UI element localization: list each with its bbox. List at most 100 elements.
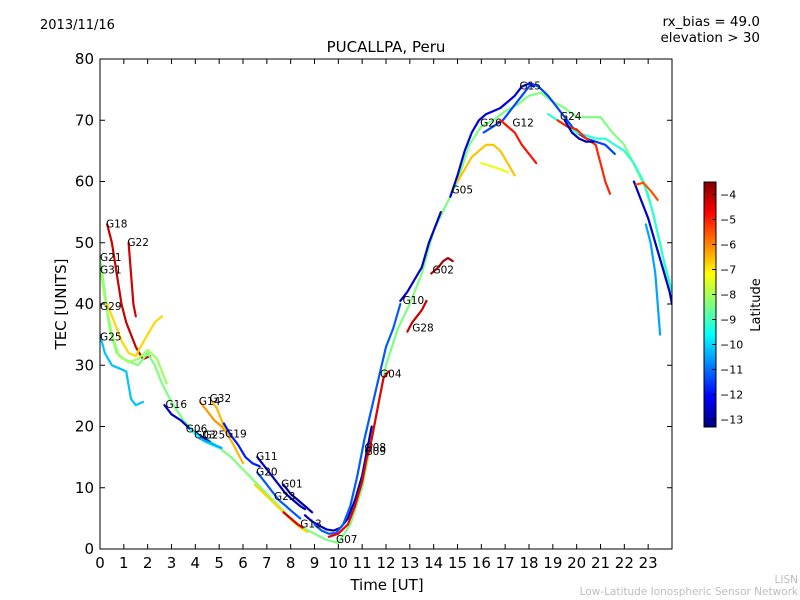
satellite-label: G18: [106, 218, 128, 230]
x-tick-label: 19: [543, 554, 562, 572]
x-tick-label: 13: [400, 554, 419, 572]
satellite-label: G05: [452, 185, 474, 197]
series-G30: [563, 119, 595, 143]
y-tick-label: 40: [75, 295, 94, 313]
y-tick-label: 80: [75, 50, 94, 68]
colorbar-tick-label: −9: [720, 314, 736, 327]
satellite-label: G26: [480, 117, 502, 129]
satellite-label: G08: [365, 442, 387, 454]
series-G32: [210, 400, 245, 465]
colorbar-tick-label: −5: [720, 214, 736, 227]
series-G20: [256, 471, 302, 520]
x-tick-label: 16: [472, 554, 491, 572]
x-tick-label: 17: [496, 554, 515, 572]
x-tick-label: 18: [519, 554, 538, 572]
satellite-label: G19: [225, 428, 247, 440]
satellite-label: G29: [100, 301, 122, 313]
x-tick-label: 10: [329, 554, 348, 572]
date-label: 2013/11/16: [40, 18, 115, 33]
y-tick-label: 20: [75, 418, 94, 436]
x-tick-label: 23: [639, 554, 658, 572]
series-G31: [100, 266, 168, 385]
series-G27: [556, 119, 612, 195]
series-G33: [632, 180, 672, 306]
satellite-label: G11: [256, 451, 278, 463]
y-tick-label: 30: [75, 356, 94, 374]
x-tick-label: 20: [567, 554, 586, 572]
plot-frame: [99, 58, 673, 550]
series-G19: [222, 422, 261, 468]
x-tick-label: 12: [376, 554, 395, 572]
satellite-label: G25: [100, 332, 122, 344]
satellite-label: G09: [365, 446, 387, 458]
series-G08: [313, 302, 402, 535]
colorbar-tick-label: −4: [720, 189, 736, 202]
series-G34: [635, 181, 659, 201]
series-G28: [406, 299, 428, 333]
series-G09: [327, 443, 373, 538]
y-tick-label: 50: [75, 234, 94, 252]
x-tick-label: 6: [238, 554, 248, 572]
series-G35: [644, 223, 662, 336]
series-G18: [106, 223, 152, 361]
x-tick-label: 14: [424, 554, 443, 572]
x-tick-label: 4: [191, 554, 201, 572]
x-tick-label: 3: [167, 554, 177, 572]
series-G04: [368, 370, 390, 453]
series-G17: [499, 119, 538, 165]
x-tick-label: 1: [119, 554, 129, 572]
series-G26: [456, 143, 516, 183]
x-tick-label: 2: [143, 554, 153, 572]
satellite-label: G28: [412, 323, 434, 335]
series-G25: [100, 333, 144, 407]
axes-layer: 0 1 2 3 4 5 6 7 8 9 10 11 12 13 14 15 16 17 18 19 20 21 22 2301…: [75, 50, 672, 572]
chart-title: PUCALLPA, Peru: [326, 38, 446, 56]
series-G10: [399, 211, 442, 302]
x-axis-label: Time [UT]: [349, 576, 423, 594]
series-G03: [199, 437, 223, 449]
satellite-label: G04: [380, 368, 402, 380]
satellite-label: G15: [519, 81, 541, 93]
plot-metadata: rx_bias = 49.0 elevation > 30: [660, 14, 760, 46]
rx-bias-label: rx_bias = 49.0: [662, 14, 760, 30]
colorbar-tick-label: −8: [720, 289, 736, 302]
x-tick-label: 21: [591, 554, 610, 572]
elevation-label: elevation > 30: [660, 30, 760, 46]
satellite-label: G06: [186, 424, 208, 436]
satellite-label: G21: [100, 252, 122, 264]
series-G21: [100, 91, 672, 544]
satellite-label: G24: [560, 111, 582, 123]
colorbar-body: [703, 181, 717, 428]
x-tick-label: 0: [95, 554, 105, 572]
series-G13: [282, 511, 304, 529]
satellite-label: G20: [256, 466, 278, 478]
x-tick-label: 11: [353, 554, 372, 572]
satellite-label: G07: [336, 534, 358, 546]
series-G01: [282, 483, 314, 514]
satellite-label: G22: [127, 237, 148, 249]
x-tick-label: 22: [615, 554, 634, 572]
series-G22: [127, 241, 137, 318]
y-tick-label: 10: [75, 479, 94, 497]
satellite-label: G12: [512, 117, 534, 129]
series-G05: [449, 82, 535, 198]
satellite-label: G02: [432, 264, 454, 276]
series-layer: [100, 82, 672, 544]
satellite-label: G32: [210, 393, 232, 405]
x-tick-label: 8: [286, 554, 296, 572]
series-G29: [106, 302, 164, 358]
satellite-label: G31: [100, 264, 122, 276]
colorbar-tick-label: −13: [720, 414, 743, 427]
satellite-label: G01: [281, 479, 303, 491]
colorbar-tick-label: −10: [720, 339, 743, 352]
x-tick-label: 15: [448, 554, 467, 572]
latitude-colorbar: Latitude −4 −5 −6 −7 −8 −9 −10 −11 −12 −13: [703, 181, 764, 428]
satellite-label: G13: [300, 519, 322, 531]
x-tick-label: 9: [310, 554, 320, 572]
satellite-label: G03: [194, 430, 216, 442]
satellite-label: G14: [199, 396, 221, 408]
colorbar-tick-label: −12: [720, 389, 743, 402]
y-axis-label: TEC [UNITS]: [52, 259, 70, 351]
colorbar-tick-label: −6: [720, 239, 736, 252]
